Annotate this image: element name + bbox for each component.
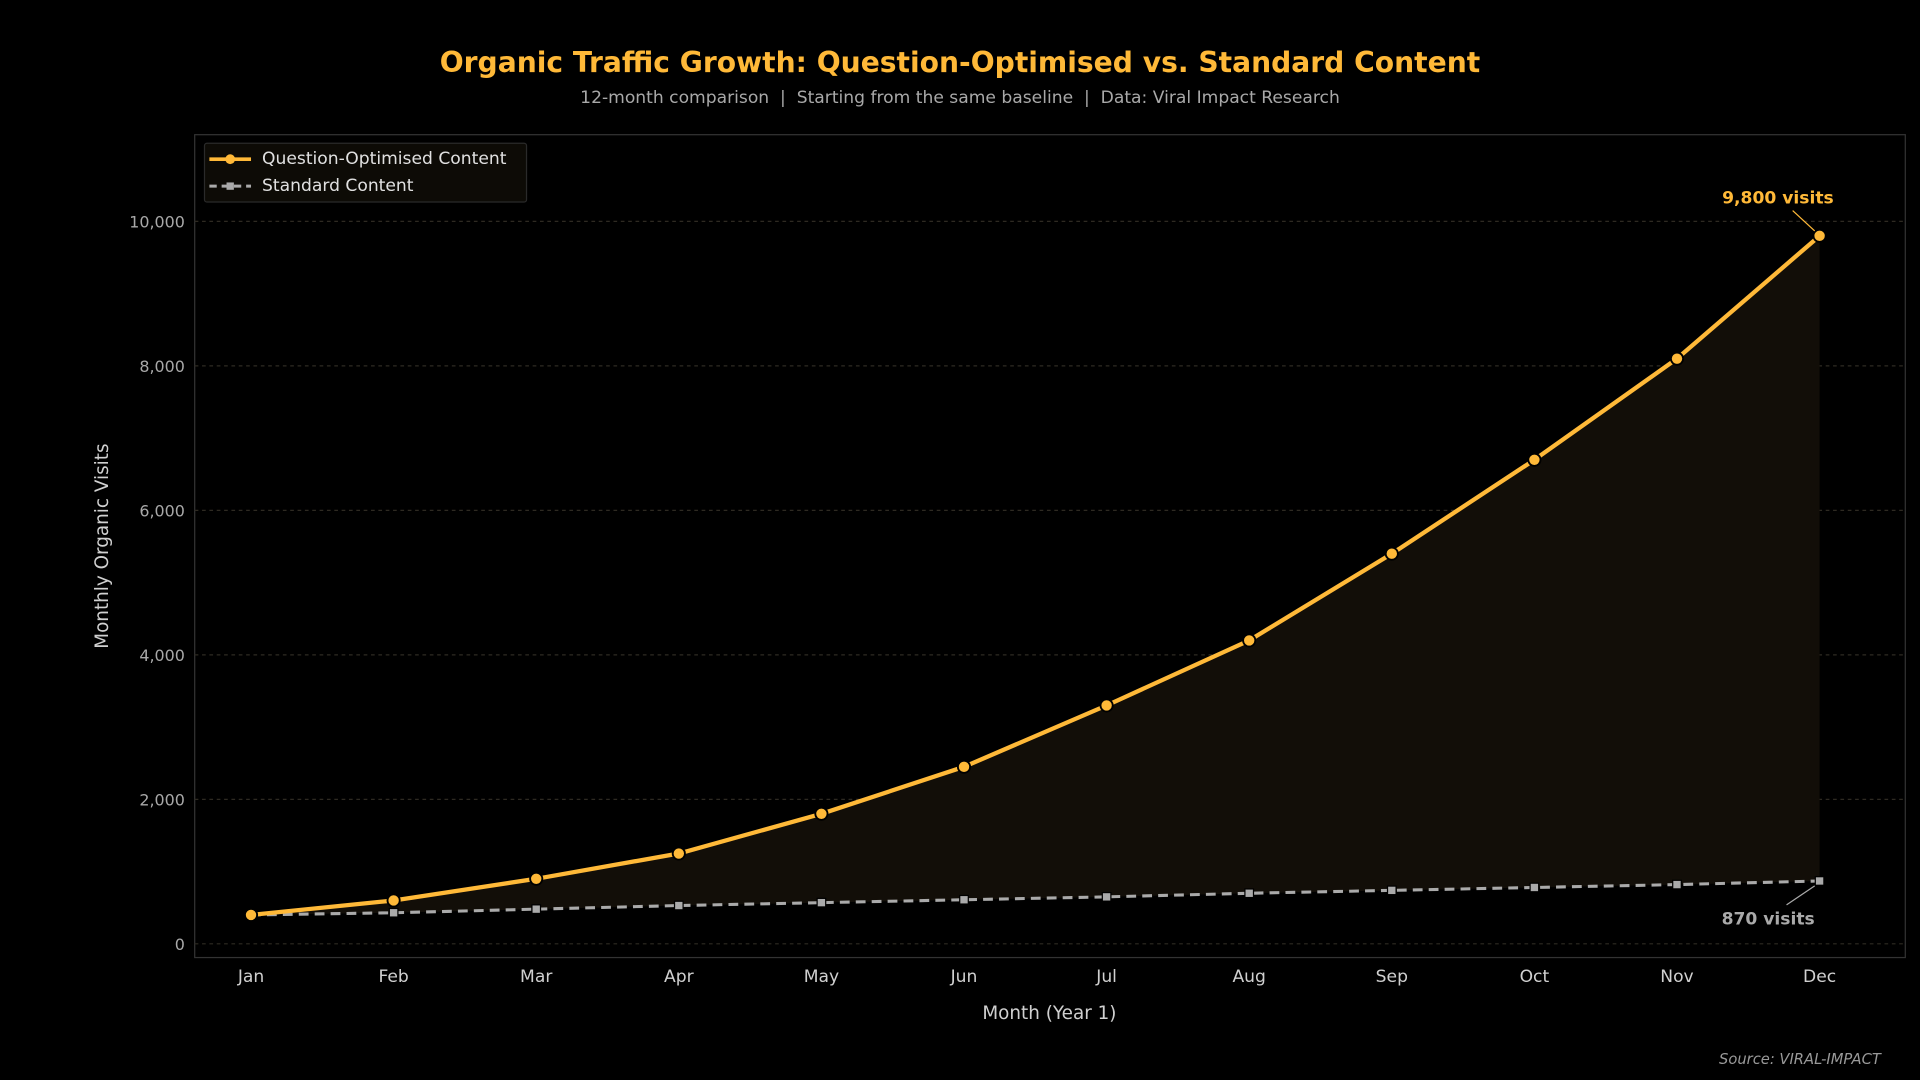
y-tick-label: 8,000 [139,357,185,376]
question-optimised-line [250,234,1821,918]
x-tick-label: Apr [664,967,695,987]
x-tick-label: Jul [1095,967,1117,987]
data-point-question [1242,633,1257,648]
data-point-question [529,871,544,886]
x-tick-label: Nov [1660,967,1693,987]
data-point-standard [959,894,969,905]
chart-subtitle: 12-month comparison | Starting from the … [580,88,1340,108]
data-point-question [671,846,686,861]
data-point-question [1384,546,1399,561]
y-tick-label: 2,000 [139,790,185,809]
data-point-standard [1672,879,1682,890]
x-tick-label: Feb [378,967,408,987]
data-point-question [1812,228,1827,243]
x-tick-label: Jun [950,967,978,987]
x-tick-label: Sep [1376,967,1408,987]
x-tick-label: Oct [1520,967,1550,987]
legend-label-standard: Standard Content [262,176,414,196]
data-point-standard [388,907,399,918]
legend-label-question: Question-Optimised Content [262,149,507,169]
source-note: Source: VIRAL-IMPACT [1719,1051,1882,1068]
y-axis-label: Monthly Organic Visits [92,443,113,648]
legend-box [203,142,528,203]
data-point-question [1527,452,1542,467]
y-tick-label: 6,000 [139,501,185,520]
data-point-standard [1814,876,1825,886]
data-point-question [243,907,259,922]
y-tick-label: 10,000 [129,213,185,232]
standard-content-line [250,879,1820,917]
data-point-standard [1529,882,1540,893]
data-point-standard [1101,891,1112,902]
data-point-question [814,806,829,821]
data-point-standard [1386,885,1397,896]
x-tick-label: Aug [1232,967,1265,987]
data-point-standard [531,904,542,915]
chart-title: Organic Traffic Growth: Question-Optimis… [440,46,1481,79]
data-point-question [1099,698,1114,713]
y-tick-label: 0 [175,935,185,954]
annotation-arrow-question [1792,210,1816,232]
y-tick-label: 4,000 [139,646,185,665]
annotation-arrow-standard [1786,885,1816,906]
legend: Question-Optimised Content Standard Cont… [203,142,528,203]
data-point-question [386,893,401,908]
data-point-standard [1244,888,1255,899]
legend-marker-question [225,154,236,165]
area-fill [251,235,1820,915]
x-axis-label: Month (Year 1) [982,1003,1116,1024]
annotation-standard-peak: 870 visits [1722,909,1815,929]
legend-marker-standard [226,182,234,190]
annotation-question-peak: 9,800 visits [1722,188,1834,208]
x-tick-label: Mar [520,967,553,987]
data-point-standard [673,900,684,911]
data-point-question [1669,351,1685,366]
data-point-question [956,759,972,774]
x-tick-label: Jan [237,967,264,987]
x-tick-label: Dec [1803,967,1836,987]
x-tick-label: May [804,967,839,987]
data-point-standard [816,897,827,908]
